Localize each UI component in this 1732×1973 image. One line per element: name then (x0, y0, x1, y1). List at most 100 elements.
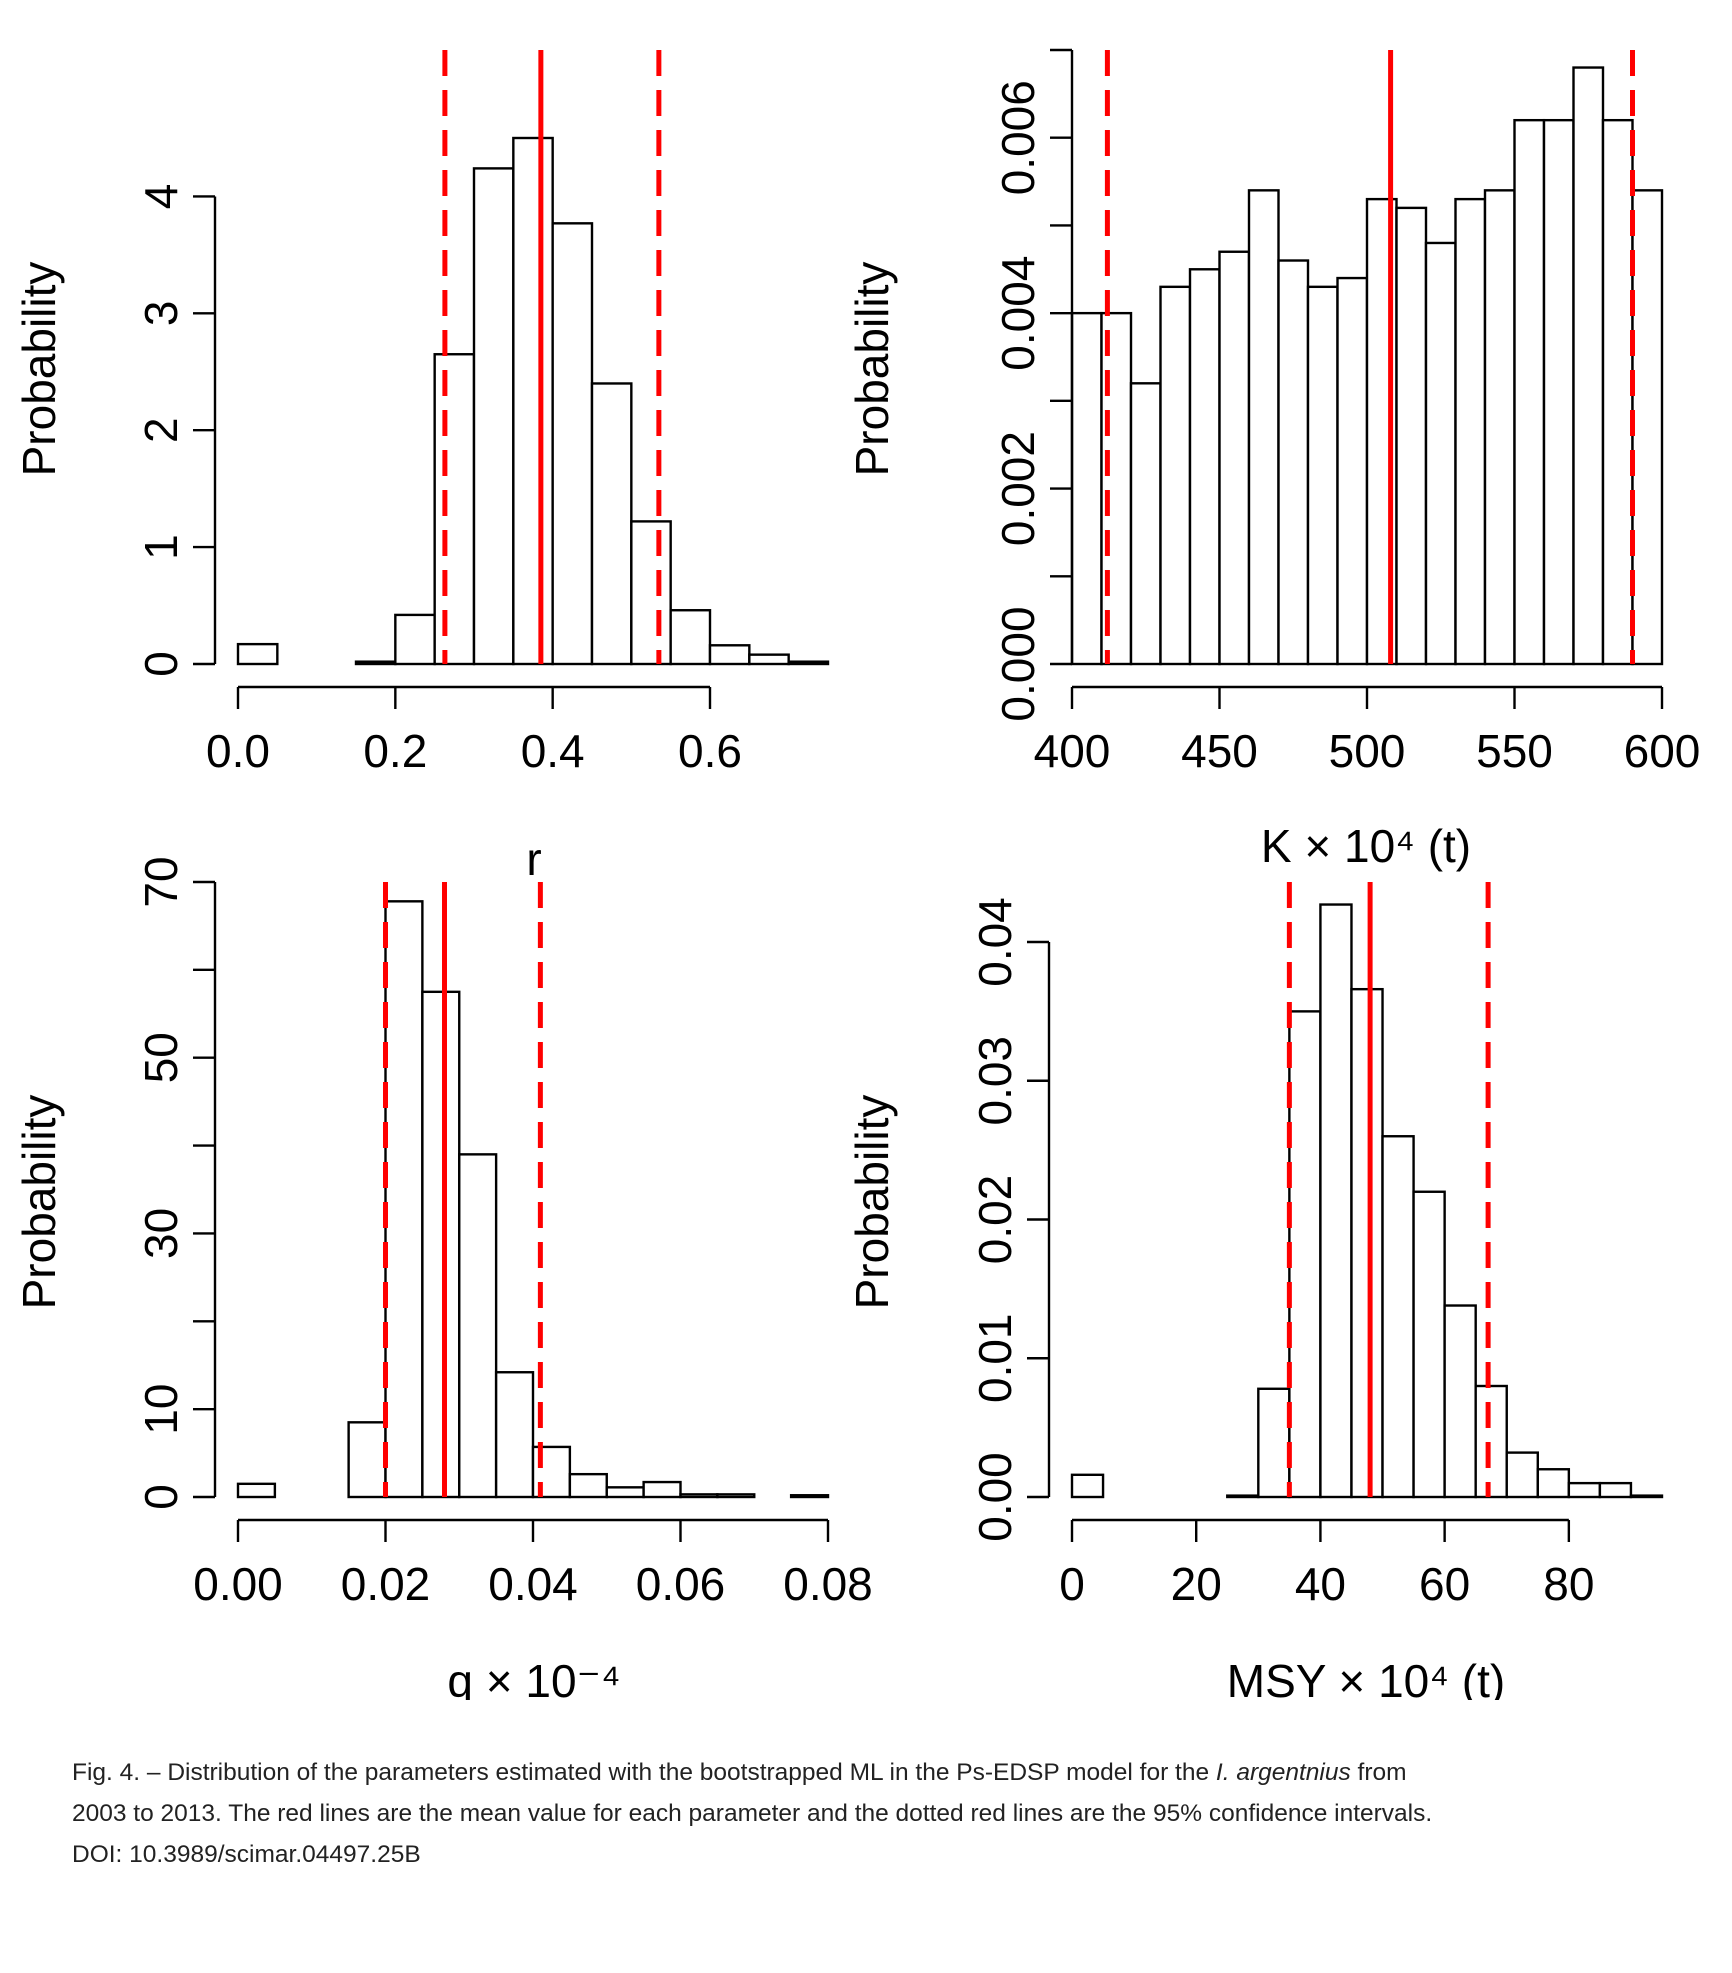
histogram-bar (1474, 1384, 1508, 1499)
histogram-bar (1129, 382, 1162, 666)
histogram-bar (1306, 285, 1339, 666)
x-axis-label: MSY × 10⁴ (t) (1227, 1655, 1505, 1700)
y-axis: 0 10 30 50 70 (135, 856, 217, 1510)
histogram-bar (421, 990, 461, 1499)
y-tick-label: 0.006 (992, 80, 1044, 195)
histogram-bar (1381, 1135, 1415, 1499)
histogram-bar (789, 1494, 830, 1499)
histogram-bar (716, 1493, 756, 1499)
y-axis-label: Probability (846, 262, 898, 477)
histogram-q-panel: 0 10 30 50 70 0.00 0.02 0.04 0.06 0.08 Probabili… (13, 856, 873, 1700)
histogram-bar (630, 520, 672, 666)
histogram-bar (1247, 189, 1280, 666)
reference-lines (383, 882, 543, 1497)
y-tick-label: 50 (135, 1032, 187, 1083)
histogram-bar (384, 900, 424, 1499)
histogram-bar (1188, 268, 1221, 666)
caption-line-1: Fig. 4. – Distribution of the parameters… (72, 1752, 1672, 1793)
histogram-bar (433, 353, 476, 666)
x-tick-label: 20 (1171, 1558, 1222, 1610)
y-tick-label: 0 (135, 651, 187, 677)
x-tick-label: 0.06 (636, 1558, 726, 1610)
histogram-bar (1336, 276, 1369, 666)
x-tick-label: 0.0 (206, 725, 270, 777)
y-axis-label: Probability (846, 1095, 898, 1310)
y-axis: 0.00 0.01 0.02 0.03 0.04 (969, 897, 1051, 1542)
histogram-bar (458, 1153, 498, 1499)
histogram-k-panel: 0.000 0.002 0.004 0.006 400 450 500 550 600 Pro… (846, 48, 1700, 872)
y-tick-label: 2 (135, 417, 187, 443)
bars (236, 136, 830, 666)
y-tick-label: 30 (135, 1208, 187, 1259)
caption-line-2: 2003 to 2013. The red lines are the mean… (72, 1800, 1433, 1827)
bars (236, 900, 830, 1499)
y-tick-label: 0.002 (992, 431, 1044, 546)
y-tick-label: 0.02 (969, 1175, 1021, 1265)
histogram-bar (1513, 118, 1546, 666)
histogram-bar (590, 382, 633, 666)
histogram-bar (347, 1421, 387, 1499)
y-tick-label: 70 (135, 856, 187, 907)
caption-suffix: from (1350, 1759, 1407, 1786)
histogram-bar (1536, 1468, 1571, 1499)
x-tick-label: 400 (1034, 725, 1111, 777)
histogram-bar (748, 653, 790, 666)
y-tick-label: 0.000 (992, 606, 1044, 721)
histogram-bar (1070, 1473, 1105, 1499)
histogram-bar (1350, 987, 1384, 1499)
bars (1070, 903, 1664, 1499)
histogram-bar (1567, 1481, 1602, 1499)
histogram-bar (1572, 66, 1605, 666)
x-tick-label: 80 (1543, 1558, 1594, 1610)
histogram-bar (236, 642, 279, 666)
histogram-bar (1542, 118, 1575, 666)
histogram-bar (1598, 1481, 1633, 1499)
histogram-bar (1277, 259, 1310, 666)
histogram-bar (1218, 250, 1251, 666)
histogram-bar (708, 644, 751, 666)
y-tick-label: 0.004 (992, 256, 1044, 371)
histogram-bar (512, 136, 554, 666)
reference-lines (442, 50, 662, 664)
x-tick-label: 0.4 (521, 725, 585, 777)
x-tick-label: 0.04 (488, 1558, 578, 1610)
y-tick-label: 0.03 (969, 1036, 1021, 1126)
x-axis: 400 450 500 550 600 (1034, 685, 1700, 777)
histogram-bar (1257, 1387, 1291, 1499)
caption-doi: DOI: 10.3989/scimar.04497.25B (72, 1841, 421, 1868)
histogram-bar (642, 1480, 682, 1499)
x-axis-label: r (526, 833, 541, 885)
caption-prefix: Fig. 4. – Distribution of the parameters… (72, 1759, 1216, 1786)
histogram-bar (669, 609, 712, 666)
x-tick-label: 450 (1181, 725, 1258, 777)
histogram-bar (787, 660, 830, 666)
figure-caption: Fig. 4. – Distribution of the parameters… (72, 1752, 1672, 1875)
histogram-bar (1505, 1451, 1539, 1499)
x-tick-label: 0.08 (783, 1558, 873, 1610)
histogram-bar (472, 167, 515, 666)
x-tick-label: 500 (1329, 725, 1406, 777)
histogram-bar (354, 660, 397, 666)
histogram-r-panel: 0 1 2 3 4 0.0 0.2 0.4 0.6 Probability r (13, 50, 830, 885)
y-tick-label: 0.01 (969, 1313, 1021, 1403)
y-tick-label: 0.04 (969, 897, 1021, 987)
bars (1070, 66, 1664, 666)
histogram-bar (1226, 1494, 1260, 1499)
x-axis-label: q × 10⁻⁴ (447, 1655, 620, 1700)
y-tick-label: 0 (135, 1484, 187, 1510)
histogram-bar (1631, 189, 1664, 666)
x-tick-label: 550 (1476, 725, 1553, 777)
x-axis: 0.0 0.2 0.4 0.6 (206, 685, 742, 777)
x-tick-label: 0 (1059, 1558, 1085, 1610)
y-axis: 0 1 2 3 4 (135, 184, 217, 677)
y-tick-label: 4 (135, 184, 187, 210)
reference-lines (1286, 882, 1491, 1497)
histogram-bar (1412, 1190, 1446, 1499)
y-axis-label: Probability (13, 1095, 65, 1310)
histogram-bar (236, 1482, 277, 1499)
x-tick-label: 0.2 (363, 725, 427, 777)
x-tick-label: 0.00 (193, 1558, 283, 1610)
histogram-bar (1483, 189, 1516, 666)
x-axis: 0 20 40 60 80 (1059, 1518, 1594, 1610)
